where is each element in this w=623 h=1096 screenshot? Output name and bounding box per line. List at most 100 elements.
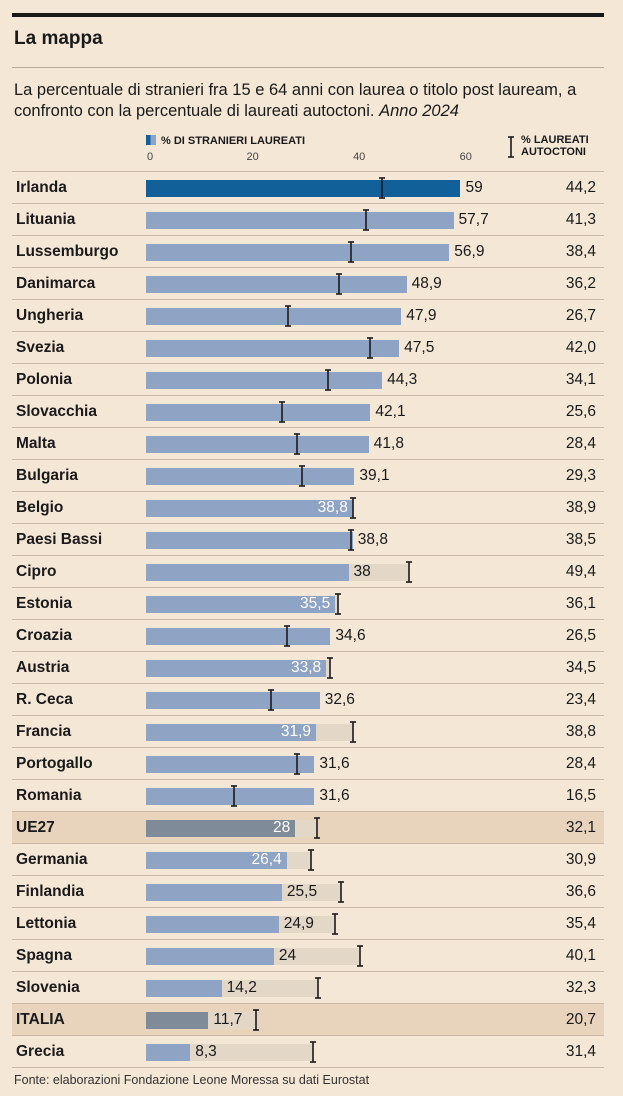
native-value: 26,7 [565,307,596,324]
native-value: 38,4 [565,243,596,260]
table-row: Francia 38,8 31,9 [12,716,604,748]
country-label: Finlandia [16,883,85,900]
native-value: 42,0 [565,339,596,356]
native-value: 34,1 [565,371,596,388]
native-value: 32,1 [565,819,596,836]
country-label: R. Ceca [16,691,73,708]
foreign-bar [146,788,315,805]
title-divider [12,67,604,68]
country-label: Ungheria [16,307,84,324]
country-label: Spagna [16,947,72,964]
table-row: ITALIA 20,7 11,7 [12,1004,604,1036]
gap-bar [221,980,319,997]
country-label: Slovacchia [16,403,97,420]
table-row: Germania 30,9 26,4 [12,844,604,876]
native-value: 36,6 [565,883,596,900]
foreign-bar [146,916,279,933]
native-value: 23,4 [565,691,596,708]
x-tick-label: 40 [353,151,366,163]
table-row: Ungheria 26,7 47,9 [12,300,604,332]
table-row: Malta 28,4 41,8 [12,428,604,460]
gap-bar [335,596,339,613]
legend-foreign-label: % DI STRANIERI LAUREATI [161,135,306,147]
foreign-bar [146,404,371,421]
native-value: 38,8 [565,723,596,740]
table-row: Svezia 42,0 47,5 [12,332,604,364]
foreign-value: 57,7 [458,211,489,228]
foreign-bar [146,372,383,389]
gap-bar [316,724,353,741]
foreign-bar [146,468,355,485]
native-value: 16,5 [565,787,596,804]
country-label: Lituania [16,211,76,228]
row-divider [12,331,604,332]
table-row: Cipro 49,4 38 [12,556,604,588]
row-divider [12,1003,604,1004]
foreign-value: 31,6 [319,755,350,772]
table-row: Slovacchia 25,6 42,1 [12,396,604,428]
row-divider [12,203,604,204]
row-divider [12,587,604,588]
foreign-value: 38,8 [357,531,388,548]
native-value: 26,5 [565,627,596,644]
foreign-value: 14,2 [226,979,257,996]
table-row: Austria 34,5 33,8 [12,652,604,684]
foreign-bar [146,724,317,741]
table-row: Polonia 34,1 44,3 [12,364,604,396]
legend-swatch [146,135,156,145]
table-row: R. Ceca 23,4 32,6 [12,684,604,716]
foreign-value: 32,6 [324,691,355,708]
native-value: 29,3 [565,467,596,484]
foreign-bar [146,244,450,261]
foreign-bar [146,564,349,581]
country-label: Danimarca [16,275,96,292]
row-divider [12,459,604,460]
country-label: Germania [16,851,88,868]
gap-bar [295,820,318,837]
native-marker [310,1041,317,1063]
foreign-value: 44,3 [387,371,418,388]
native-value: 25,6 [565,403,596,420]
country-label: UE27 [16,819,55,836]
native-marker [267,689,274,711]
foreign-value: 39,1 [359,467,390,484]
native-marker [314,817,321,839]
row-divider [12,491,604,492]
foreign-value: 48,9 [411,275,442,292]
table-row: Croazia 26,5 34,6 [12,620,604,652]
native-value: 35,4 [565,915,596,932]
native-value: 34,5 [565,659,596,676]
native-marker [349,721,356,743]
foreign-bar [146,756,315,773]
foreign-value: 41,8 [373,435,404,452]
foreign-value: 26,4 [251,851,282,868]
foreign-value: 25,5 [286,883,318,900]
foreign-bar [146,436,369,453]
gap-bar [190,1044,314,1061]
native-marker [363,209,370,231]
gap-bar [278,916,335,933]
legend-foreign: % DI STRANIERI LAUREATI [146,135,305,147]
legend-native-line2: AUTOCTONI [521,146,586,158]
native-marker [326,657,333,679]
native-marker [378,177,385,199]
native-value: 36,1 [565,595,596,612]
foreign-bar [146,276,407,293]
foreign-bar [146,500,353,517]
native-marker [284,625,291,647]
native-value: 20,7 [565,1011,596,1028]
native-marker [294,433,301,455]
native-value: 44,2 [565,179,596,196]
gap-bar [281,884,342,901]
native-marker [253,1009,260,1031]
native-marker [350,497,357,519]
foreign-value: 35,5 [300,595,331,612]
foreign-value: 31,6 [319,787,350,804]
native-value: 28,4 [565,435,596,452]
country-label: Francia [16,723,72,740]
x-tick-label: 60 [459,151,472,163]
row-divider [12,619,604,620]
row-divider [12,555,604,556]
table-row: Irlanda 44,2 59 [12,172,604,204]
row-divider [12,747,604,748]
